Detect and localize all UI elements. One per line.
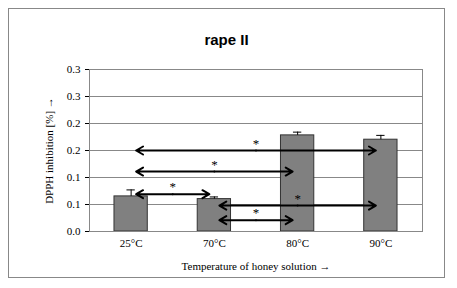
svg-text:0.1: 0.1 <box>67 198 81 210</box>
svg-text:*: * <box>170 179 177 194</box>
svg-text:0.3: 0.3 <box>67 63 81 75</box>
svg-text:*: * <box>253 136 260 151</box>
svg-text:80°C: 80°C <box>286 237 309 249</box>
svg-text:70°C: 70°C <box>203 237 226 249</box>
svg-text:DPPH inhibition [%] →: DPPH inhibition [%] → <box>43 97 55 204</box>
svg-text:0.3: 0.3 <box>67 90 81 102</box>
svg-text:0.0: 0.0 <box>67 225 81 237</box>
svg-text:0.2: 0.2 <box>67 117 81 129</box>
svg-text:*: * <box>294 191 301 206</box>
svg-text:90°C: 90°C <box>370 237 393 249</box>
html-text:rape II: rape II <box>204 31 249 48</box>
svg-text:*: * <box>253 205 260 220</box>
svg-text:Temperature of honey solution: Temperature of honey solution → <box>182 260 331 272</box>
svg-text:0.1: 0.1 <box>67 171 81 183</box>
svg-text:25°C: 25°C <box>120 237 143 249</box>
svg-text:*: * <box>211 157 218 172</box>
svg-text:0.2: 0.2 <box>67 144 81 156</box>
